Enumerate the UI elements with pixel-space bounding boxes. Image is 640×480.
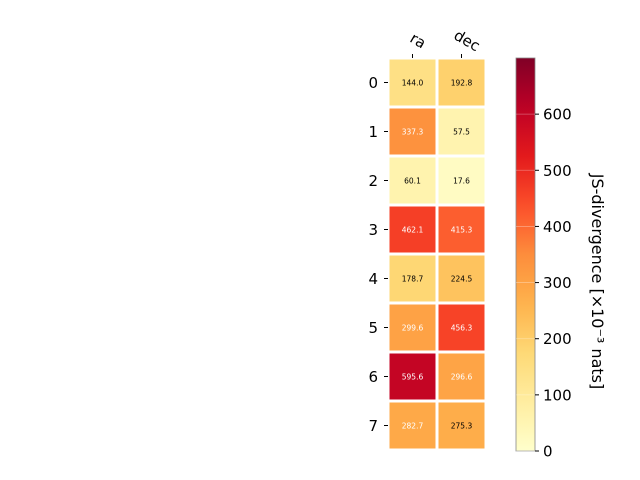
- cell-value-label: 299.6: [402, 324, 424, 333]
- colorbar-tick-label: 600: [543, 106, 572, 124]
- heatmap-cell: [435, 350, 488, 403]
- row-label: 3: [368, 221, 378, 239]
- colorbar-tick-label: 0: [543, 443, 553, 461]
- cell-value-label: 60.1: [404, 177, 421, 186]
- cell-value-label: 224.5: [451, 275, 473, 284]
- cell-value-label: 57.5: [453, 128, 470, 137]
- colorbar-tick-label: 200: [543, 330, 572, 348]
- column-label: dec: [451, 26, 483, 55]
- heatmap-cell: [435, 203, 488, 256]
- column-label: ra: [407, 29, 429, 52]
- heatmap-cell: [435, 301, 488, 354]
- cell-value-label: 144.0: [402, 79, 424, 88]
- colorbar-tick-label: 400: [543, 218, 572, 236]
- cell-value-label: 337.3: [402, 128, 424, 137]
- heatmap-cell: [435, 56, 488, 109]
- colorbar-tick-label: 100: [543, 386, 572, 404]
- row-label: 6: [368, 368, 378, 386]
- colorbar-tick-label: 300: [543, 274, 572, 292]
- row-label: 1: [368, 123, 378, 141]
- cell-value-label: 178.7: [402, 275, 424, 284]
- colorbar-tick-label: 500: [543, 162, 572, 180]
- colorbar-label: JS-divergence [×10⁻³ nats]: [588, 173, 607, 389]
- row-label: 4: [368, 270, 378, 288]
- heatmap-cell: [435, 154, 488, 207]
- cell-value-label: 282.7: [402, 422, 424, 431]
- cell-value-label: 192.8: [451, 79, 473, 88]
- cell-value-label: 595.6: [402, 373, 424, 382]
- cell-value-label: 17.6: [453, 177, 470, 186]
- cell-value-label: 275.3: [451, 422, 473, 431]
- heatmap-cell: [435, 252, 488, 305]
- cell-value-label: 462.1: [402, 226, 424, 235]
- heatmap-cell: [435, 399, 488, 452]
- colorbar: 0 100 200 300 400 500 600 JS-divergence [×10⁻³ …: [515, 57, 607, 461]
- cell-value-label: 296.6: [451, 373, 473, 382]
- row-label: 2: [368, 172, 378, 190]
- cell-value-label: 456.3: [451, 324, 473, 333]
- heatmap: 144.0 192.8 337.3 57.5 60.1 17.6 462.1 415.3 178…: [368, 26, 488, 452]
- colorbar-gradient: [515, 57, 536, 452]
- cell-value-label: 415.3: [451, 226, 473, 235]
- row-label: 0: [368, 74, 378, 92]
- row-label: 5: [368, 319, 378, 337]
- row-label: 7: [368, 417, 378, 435]
